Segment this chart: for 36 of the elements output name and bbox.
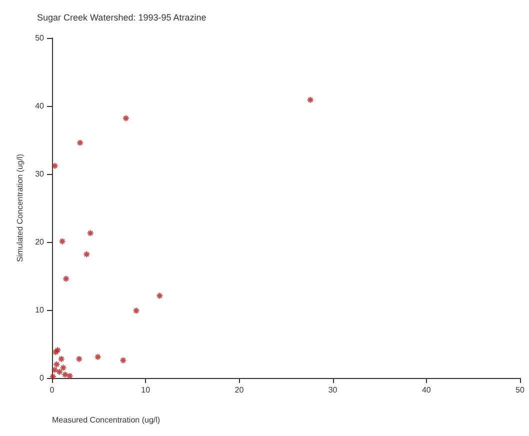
x-tick-label: 50 — [516, 386, 525, 394]
point — [58, 355, 65, 363]
point — [120, 356, 127, 364]
x-tick-label: 30 — [328, 386, 338, 394]
x-axis-title: Measured Concentration (ug/l) — [52, 416, 160, 424]
y-tick-label: 20 — [35, 238, 45, 246]
point — [51, 366, 58, 374]
y-tick-label: 0 — [40, 374, 45, 382]
y-tick-label: 30 — [35, 170, 45, 178]
point — [51, 162, 58, 170]
point — [53, 360, 60, 368]
y-tick-label: 10 — [35, 306, 45, 314]
point — [94, 353, 102, 361]
point — [132, 307, 140, 314]
y-tick-label: 40 — [35, 102, 45, 110]
point — [52, 348, 60, 356]
point — [306, 96, 314, 104]
point — [66, 372, 74, 380]
point — [58, 238, 66, 245]
x-tick-label: 0 — [50, 386, 55, 394]
point — [156, 292, 164, 300]
point — [76, 355, 83, 363]
point — [86, 230, 94, 237]
y-tick-label: 50 — [35, 34, 45, 42]
point — [62, 275, 70, 282]
point — [83, 250, 90, 258]
x-tick-label: 40 — [422, 386, 432, 394]
x-tick-label: 20 — [234, 386, 244, 394]
y-axis-title: Simulated Concentration (ug/l) — [16, 154, 25, 262]
point — [122, 114, 130, 122]
chart-title: Sugar Creek Watershed: 1993-95 Atrazine — [37, 12, 206, 22]
point — [76, 139, 84, 146]
point — [54, 346, 62, 354]
x-tick-label: 10 — [141, 386, 151, 394]
point — [60, 364, 67, 372]
point — [62, 371, 69, 378]
